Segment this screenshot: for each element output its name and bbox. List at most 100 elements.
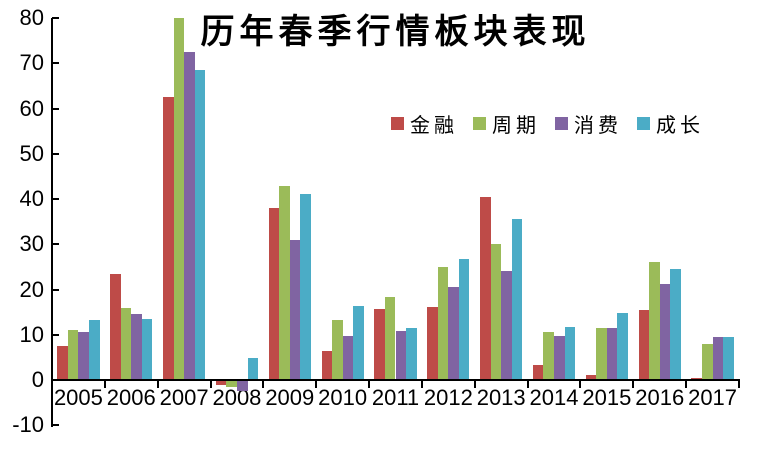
bar-consumer-2010 <box>342 336 354 380</box>
bar-growth-2011 <box>406 327 417 380</box>
bar-growth-2015 <box>617 313 629 380</box>
bar-growth-2006 <box>141 318 153 380</box>
x-axis-category-label: 2007 <box>159 385 209 410</box>
bar-cyclical-2007 <box>173 18 185 380</box>
y-axis-tick-label: 10 <box>19 321 44 347</box>
chart-title: 历年春季行情板块表现 <box>200 12 591 52</box>
bar-finance-2012 <box>427 306 438 380</box>
x-axis-category-label: 2006 <box>106 385 156 410</box>
x-axis-tick <box>738 380 740 388</box>
x-axis-line <box>51 379 740 381</box>
bar-consumer-2013 <box>501 271 512 380</box>
y-axis-tick <box>52 424 59 427</box>
bar-finance-2013 <box>480 196 491 380</box>
y-axis-tick-label: 0 <box>31 367 44 392</box>
x-axis-category-label: 2016 <box>635 385 685 410</box>
y-axis-tick-label: -10 <box>12 412 44 438</box>
bar-growth-2012 <box>458 258 470 380</box>
bar-finance-2009 <box>268 208 280 380</box>
y-axis-tick-label: 60 <box>19 95 44 121</box>
x-axis-category-label: 2012 <box>423 385 473 410</box>
y-axis-tick <box>52 152 59 155</box>
bar-finance-2017 <box>691 377 702 380</box>
bar-consumer-2014 <box>554 336 565 380</box>
legend-item-cyclical: 周期 <box>473 109 540 138</box>
legend-swatch-consumer-icon <box>555 117 568 130</box>
bar-cyclical-2014 <box>543 332 555 380</box>
bar-cyclical-2006 <box>120 307 132 380</box>
bar-finance-2011 <box>374 308 385 380</box>
y-axis-tick <box>52 17 59 19</box>
legend-swatch-cyclical-icon <box>473 117 486 130</box>
y-axis-tick-label: 70 <box>19 50 44 76</box>
bar-consumer-2009 <box>289 239 301 380</box>
x-axis-tick <box>103 380 106 388</box>
y-axis-tick <box>52 333 59 336</box>
bar-growth-2009 <box>300 193 311 380</box>
bar-consumer-2012 <box>448 287 459 380</box>
x-axis-tick <box>632 380 635 388</box>
bar-finance-2006 <box>110 273 121 380</box>
y-axis-tick <box>52 107 59 110</box>
bar-cyclical-2011 <box>384 297 396 380</box>
bar-finance-2014 <box>532 365 544 380</box>
legend-swatch-finance-icon <box>391 117 404 130</box>
x-axis-tick <box>526 380 529 388</box>
y-axis-tick <box>52 243 59 246</box>
bar-cyclical-2013 <box>490 244 502 380</box>
bar-growth-2010 <box>353 306 364 380</box>
x-axis-category-label: 2013 <box>476 385 526 410</box>
bar-cyclical-2008 <box>226 380 237 387</box>
y-axis-tick <box>52 379 59 381</box>
bar-finance-2008 <box>215 380 227 385</box>
x-axis-category-label: 2008 <box>212 385 262 410</box>
y-axis-tick <box>52 62 59 65</box>
legend-label-finance: 金融 <box>410 113 458 137</box>
bar-cyclical-2017 <box>702 343 713 380</box>
legend-label-cyclical: 周期 <box>492 113 540 137</box>
bar-consumer-2007 <box>184 51 195 380</box>
bar-cyclical-2016 <box>649 262 660 380</box>
bar-finance-2005 <box>57 346 68 380</box>
x-axis-category-label: 2011 <box>371 385 420 410</box>
y-axis-tick <box>52 198 59 200</box>
y-axis-tick-label: 50 <box>19 140 44 166</box>
x-axis-tick <box>473 380 476 388</box>
bar-consumer-2016 <box>659 283 671 380</box>
y-axis-tick-label: 40 <box>19 186 44 211</box>
bar-growth-2005 <box>88 319 100 380</box>
x-axis-category-label: 2005 <box>53 385 103 410</box>
y-axis-tick-label: 20 <box>19 276 44 302</box>
bar-consumer-2011 <box>395 331 407 380</box>
bar-growth-2017 <box>723 337 734 380</box>
y-axis-tick-label: 30 <box>19 231 44 257</box>
bar-growth-2016 <box>670 269 681 380</box>
bar-finance-2010 <box>321 351 333 380</box>
legend-item-growth: 成长 <box>637 109 704 138</box>
y-axis-tick-label: 80 <box>19 5 44 30</box>
bar-cyclical-2012 <box>437 266 449 380</box>
x-axis-category-label: 2009 <box>265 385 315 410</box>
bar-cyclical-2005 <box>67 330 79 380</box>
legend-label-growth: 成长 <box>656 113 704 137</box>
x-axis-tick <box>420 380 423 388</box>
bar-consumer-2017 <box>712 337 724 380</box>
x-axis-category-label: 2014 <box>529 385 579 410</box>
bar-finance-2007 <box>162 97 174 380</box>
x-axis-category-label: 2015 <box>582 385 632 410</box>
y-axis-tick <box>52 288 59 291</box>
x-axis-tick <box>51 380 53 388</box>
x-axis-tick <box>579 380 582 388</box>
x-axis-tick <box>685 380 688 388</box>
bar-consumer-2006 <box>131 314 142 380</box>
bar-growth-2013 <box>511 219 523 380</box>
x-axis-tick <box>315 380 318 388</box>
legend-item-finance: 金融 <box>391 109 458 138</box>
bar-consumer-2008 <box>236 380 248 392</box>
legend-label-consumer: 消费 <box>574 113 622 137</box>
legend-swatch-growth-icon <box>637 117 650 130</box>
bar-finance-2016 <box>638 309 650 380</box>
bar-growth-2014 <box>564 326 576 380</box>
x-axis-category-label: 2010 <box>318 385 368 410</box>
